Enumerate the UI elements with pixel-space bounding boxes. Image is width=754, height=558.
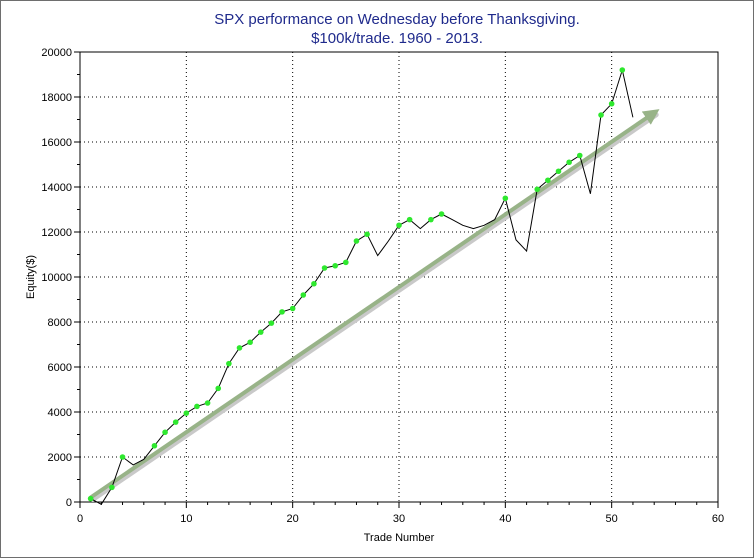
y-tick-label: 8000 [48, 317, 72, 329]
data-point [172, 419, 179, 425]
data-point [608, 100, 615, 107]
trend-arrow [88, 109, 660, 500]
y-tick-label: 4000 [48, 407, 72, 419]
x-tick-label: 60 [712, 513, 724, 525]
data-point [428, 216, 434, 223]
data-point [204, 400, 211, 406]
data-point [311, 280, 317, 287]
data-point [183, 410, 190, 416]
data-point [226, 360, 232, 367]
y-tick-label: 6000 [48, 362, 72, 374]
y-tick-label: 10000 [41, 272, 72, 284]
data-point [247, 339, 253, 346]
data-point [87, 495, 94, 502]
data-point [438, 211, 445, 217]
data-point [215, 385, 222, 392]
data-point [289, 305, 296, 312]
data-point [502, 195, 509, 202]
equity-line [90, 68, 634, 505]
chart-title: SPX performance on Wednesday before Than… [214, 11, 580, 28]
x-tick-label: 20 [287, 513, 299, 525]
data-point [119, 454, 126, 460]
data-point [545, 177, 551, 184]
x-tick-label: 0 [77, 513, 83, 525]
x-axis-label: Trade Number [364, 532, 435, 544]
data-point [268, 320, 275, 326]
data-point [321, 265, 328, 271]
y-tick-label: 20000 [41, 47, 72, 59]
data-point [364, 231, 370, 238]
data-point [343, 259, 349, 266]
data-point [566, 159, 572, 166]
data-point [300, 292, 307, 298]
data-point [279, 309, 285, 315]
y-axis-label: Equity($) [25, 255, 37, 299]
x-tick-label: 10 [180, 513, 192, 525]
data-point [555, 168, 562, 175]
data-point [332, 262, 339, 269]
data-point [576, 152, 583, 159]
chart-subtitle: $100k/trade. 1960 - 2013. [311, 30, 483, 47]
x-tick-label: 40 [499, 513, 511, 525]
data-point [619, 67, 626, 73]
data-point [534, 186, 541, 193]
grid [80, 52, 718, 502]
trend-arrow-shadow [90, 112, 659, 502]
y-tick-label: 2000 [48, 452, 72, 464]
axis-ticks: 0 2000 4000 6000 8000 10000 12000 14000 16000 180… [41, 47, 724, 525]
data-point [406, 216, 413, 223]
x-tick-label: 50 [606, 513, 618, 525]
data-point [151, 442, 158, 449]
y-tick-label: 0 [66, 497, 72, 509]
data-point [257, 329, 264, 335]
y-tick-label: 12000 [41, 227, 72, 239]
x-tick-label: 30 [393, 513, 405, 525]
data-point [236, 345, 243, 351]
series [87, 67, 660, 505]
data-point [109, 484, 115, 491]
data-point [162, 429, 168, 436]
data-point [353, 238, 360, 244]
data-point [396, 222, 402, 229]
y-tick-label: 16000 [41, 137, 72, 149]
y-tick-label: 18000 [41, 92, 72, 104]
data-point [194, 403, 200, 410]
y-tick-label: 14000 [41, 182, 72, 194]
data-point [598, 112, 604, 118]
